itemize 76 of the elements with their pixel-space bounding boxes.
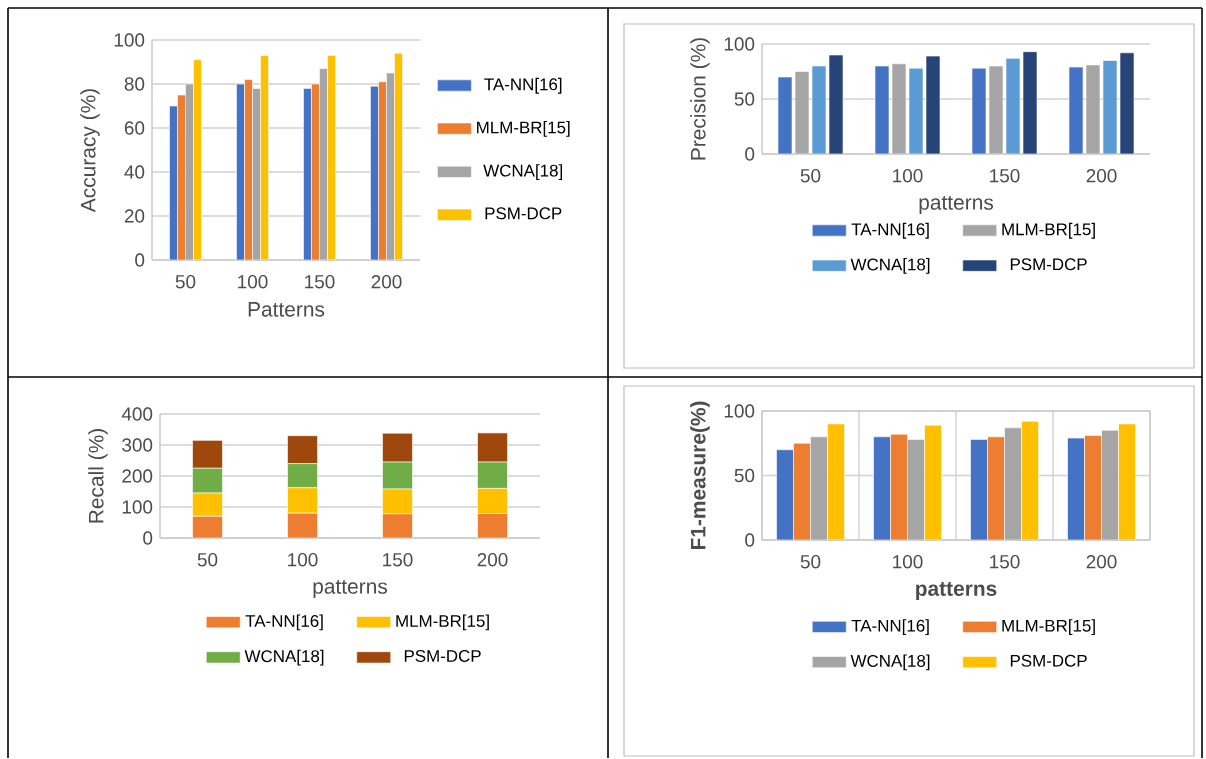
legend-label: MLM-BR[15] bbox=[1002, 222, 1095, 239]
legend-label: PSM-DCP bbox=[1010, 258, 1087, 271]
y-tick-label: 0 bbox=[745, 147, 755, 161]
x-tick-label: 50 bbox=[800, 169, 821, 183]
x-tick-label: 50 bbox=[800, 555, 821, 569]
x-tick-label: 200 bbox=[1086, 169, 1117, 183]
x-axis-title: patterns bbox=[919, 196, 994, 215]
y-tick-label: 60 bbox=[124, 121, 145, 135]
x-tick-label: 150 bbox=[990, 169, 1020, 183]
y-tick-label: 100 bbox=[114, 33, 145, 47]
x-tick-label: 200 bbox=[477, 553, 508, 567]
y-tick-label: 50 bbox=[734, 92, 755, 106]
y-tick-label: 20 bbox=[124, 209, 145, 223]
legend-label: PSM-DCP bbox=[485, 207, 562, 220]
x-axis-title: Patterns bbox=[248, 302, 325, 317]
legend-label: MLM-BR[15] bbox=[396, 614, 489, 631]
y-axis-title: Accuracy (%) bbox=[80, 89, 100, 213]
x-axis-title: patterns bbox=[313, 580, 388, 599]
x-tick-label: 100 bbox=[893, 555, 923, 569]
legend-label: TA-NN[16] bbox=[484, 77, 562, 94]
x-tick-label: 200 bbox=[1086, 555, 1117, 569]
x-tick-label: 150 bbox=[990, 555, 1020, 569]
bar bbox=[890, 434, 908, 541]
legend-label: TA-NN[16] bbox=[851, 222, 929, 239]
x-tick-label: 150 bbox=[383, 553, 413, 567]
bar bbox=[1067, 437, 1085, 541]
bar bbox=[1101, 430, 1119, 541]
x-tick-label: 100 bbox=[893, 169, 923, 183]
legend-label: WCNA[18] bbox=[850, 258, 930, 274]
bar bbox=[827, 423, 845, 541]
y-tick-label: 40 bbox=[124, 165, 145, 179]
bar bbox=[987, 436, 1005, 541]
bar bbox=[970, 439, 988, 541]
bar bbox=[1004, 427, 1022, 541]
x-tick-label: 200 bbox=[371, 275, 402, 289]
x-tick-label: 100 bbox=[238, 275, 268, 289]
bar bbox=[924, 424, 942, 541]
y-tick-label: 80 bbox=[124, 77, 145, 91]
y-tick-label: 100 bbox=[724, 37, 755, 51]
legend-label: PSM-DCP bbox=[1010, 654, 1087, 667]
legend-label: WCNA[18] bbox=[483, 164, 562, 181]
y-tick-label: 100 bbox=[122, 500, 153, 514]
bar bbox=[907, 439, 925, 541]
y-tick-label: 400 bbox=[121, 407, 153, 421]
legend-label: WCNA[18] bbox=[244, 649, 324, 666]
y-axis-title: F1-measure(%) bbox=[690, 401, 710, 550]
y-tick-label: 100 bbox=[724, 404, 755, 418]
y-tick-label: 300 bbox=[122, 438, 153, 452]
bar bbox=[382, 513, 413, 539]
bar bbox=[1021, 421, 1039, 541]
legend-label: TA-NN[16] bbox=[851, 619, 929, 636]
legend-label: TA-NN[16] bbox=[245, 614, 323, 631]
bar bbox=[810, 436, 828, 541]
bar bbox=[873, 436, 891, 541]
y-axis-title: Precision (%) bbox=[690, 38, 710, 160]
y-tick-label: 200 bbox=[122, 469, 153, 483]
x-tick-label: 50 bbox=[197, 553, 218, 567]
bar bbox=[1084, 435, 1102, 541]
x-tick-label: 150 bbox=[305, 275, 335, 289]
x-tick-label: 100 bbox=[288, 553, 318, 567]
legend-label: MLM-BR[15] bbox=[477, 121, 570, 137]
y-tick-label: 50 bbox=[734, 468, 755, 483]
y-axis-title: Recall (%) bbox=[88, 429, 108, 523]
bar bbox=[776, 449, 794, 541]
x-tick-label: 50 bbox=[175, 275, 196, 289]
bar bbox=[793, 443, 811, 541]
y-tick-label: 0 bbox=[745, 533, 755, 547]
legend-label: WCNA[18] bbox=[850, 654, 930, 671]
y-tick-label: 0 bbox=[143, 531, 153, 545]
bar bbox=[1118, 423, 1136, 541]
x-axis-title: patterns bbox=[916, 582, 997, 601]
bar bbox=[477, 513, 508, 539]
bar bbox=[287, 512, 318, 539]
legend-label: MLM-BR[15] bbox=[1002, 619, 1095, 636]
y-tick-label: 0 bbox=[135, 253, 145, 267]
legend-label: PSM-DCP bbox=[404, 650, 481, 663]
